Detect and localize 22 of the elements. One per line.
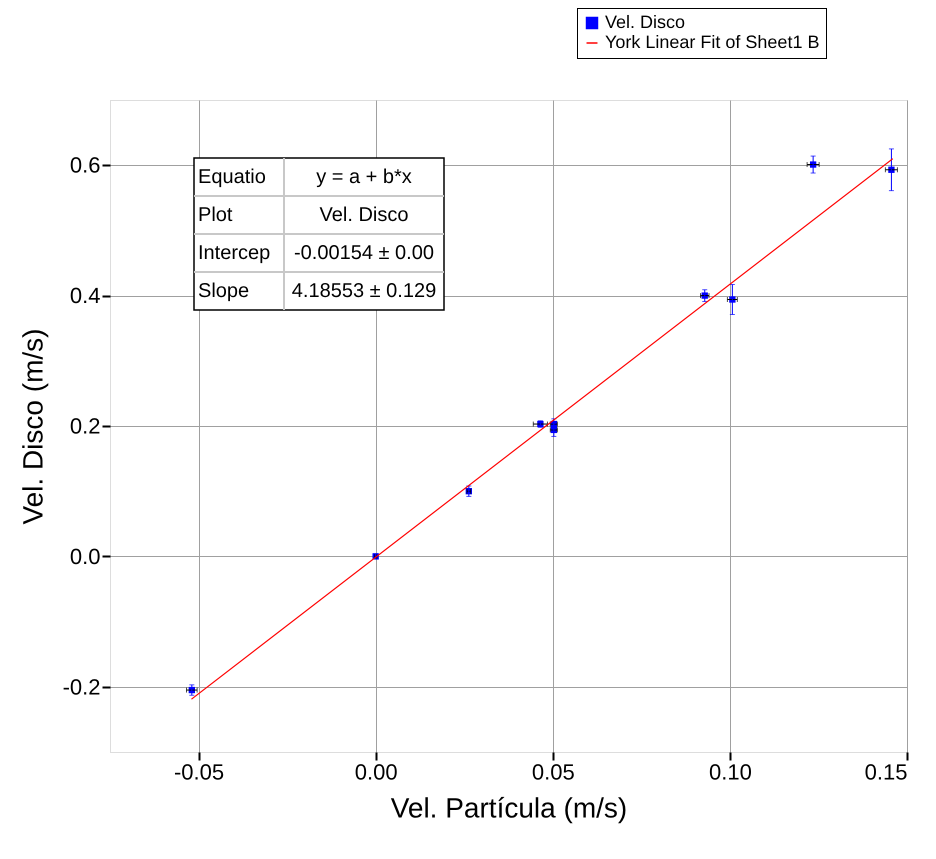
annotation: Vel. Disco	[320, 204, 408, 226]
y-tick-label: 0.4	[70, 283, 100, 308]
x-tick-label: 0.15	[864, 760, 908, 784]
x-tick-label: 0.10	[708, 760, 752, 784]
x-tick-label: 0.05	[532, 760, 575, 784]
annotation: y = a + b*x	[316, 166, 412, 188]
y-tick-label: 0.0	[70, 544, 100, 569]
annotation: Slope	[198, 280, 250, 302]
annotation: Intercep	[198, 242, 270, 264]
legend-label: Vel. Disco	[605, 12, 686, 32]
y-axis-title: Vel. Disco (m/s)	[18, 328, 49, 525]
legend-label: York Linear Fit of Sheet1 B	[605, 32, 820, 52]
annotation: 4.18553 ± 0.129	[292, 280, 436, 302]
x-axis-title: Vel. Partícula (m/s)	[390, 792, 628, 824]
x-tick-label: -0.05	[174, 760, 224, 784]
annotation: Plot	[198, 204, 233, 226]
y-tick-label: -0.2	[62, 674, 100, 700]
y-tick-label: 0.2	[70, 414, 100, 438]
x-tick-label: 0.00	[354, 760, 398, 784]
annotation: Equatio	[198, 166, 266, 188]
annotation: -0.00154 ± 0.00	[294, 242, 434, 264]
y-tick-label: 0.6	[70, 152, 100, 178]
